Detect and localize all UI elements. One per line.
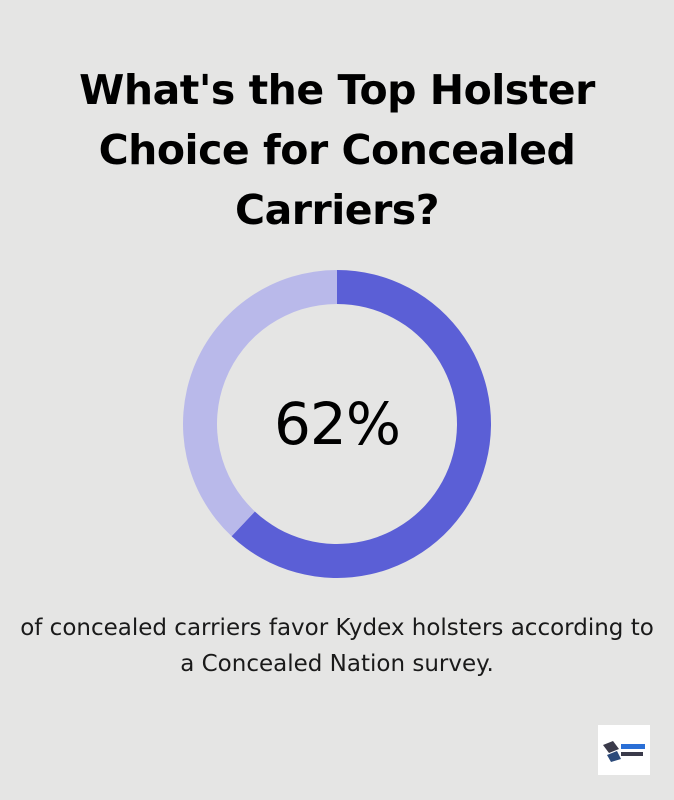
donut-chart [183,270,491,578]
chart-title: What's the Top Holster Choice for Concea… [79,66,595,234]
donut-slice-remainder [183,270,337,537]
donut-chart-svg [183,270,491,578]
chart-caption: of concealed carriers favor Kydex holste… [20,615,654,677]
brand-logo [598,725,650,775]
donut-slice-kydex [231,270,491,578]
brand-logo-icon [603,741,645,762]
percentage-value: 62% [274,390,401,458]
